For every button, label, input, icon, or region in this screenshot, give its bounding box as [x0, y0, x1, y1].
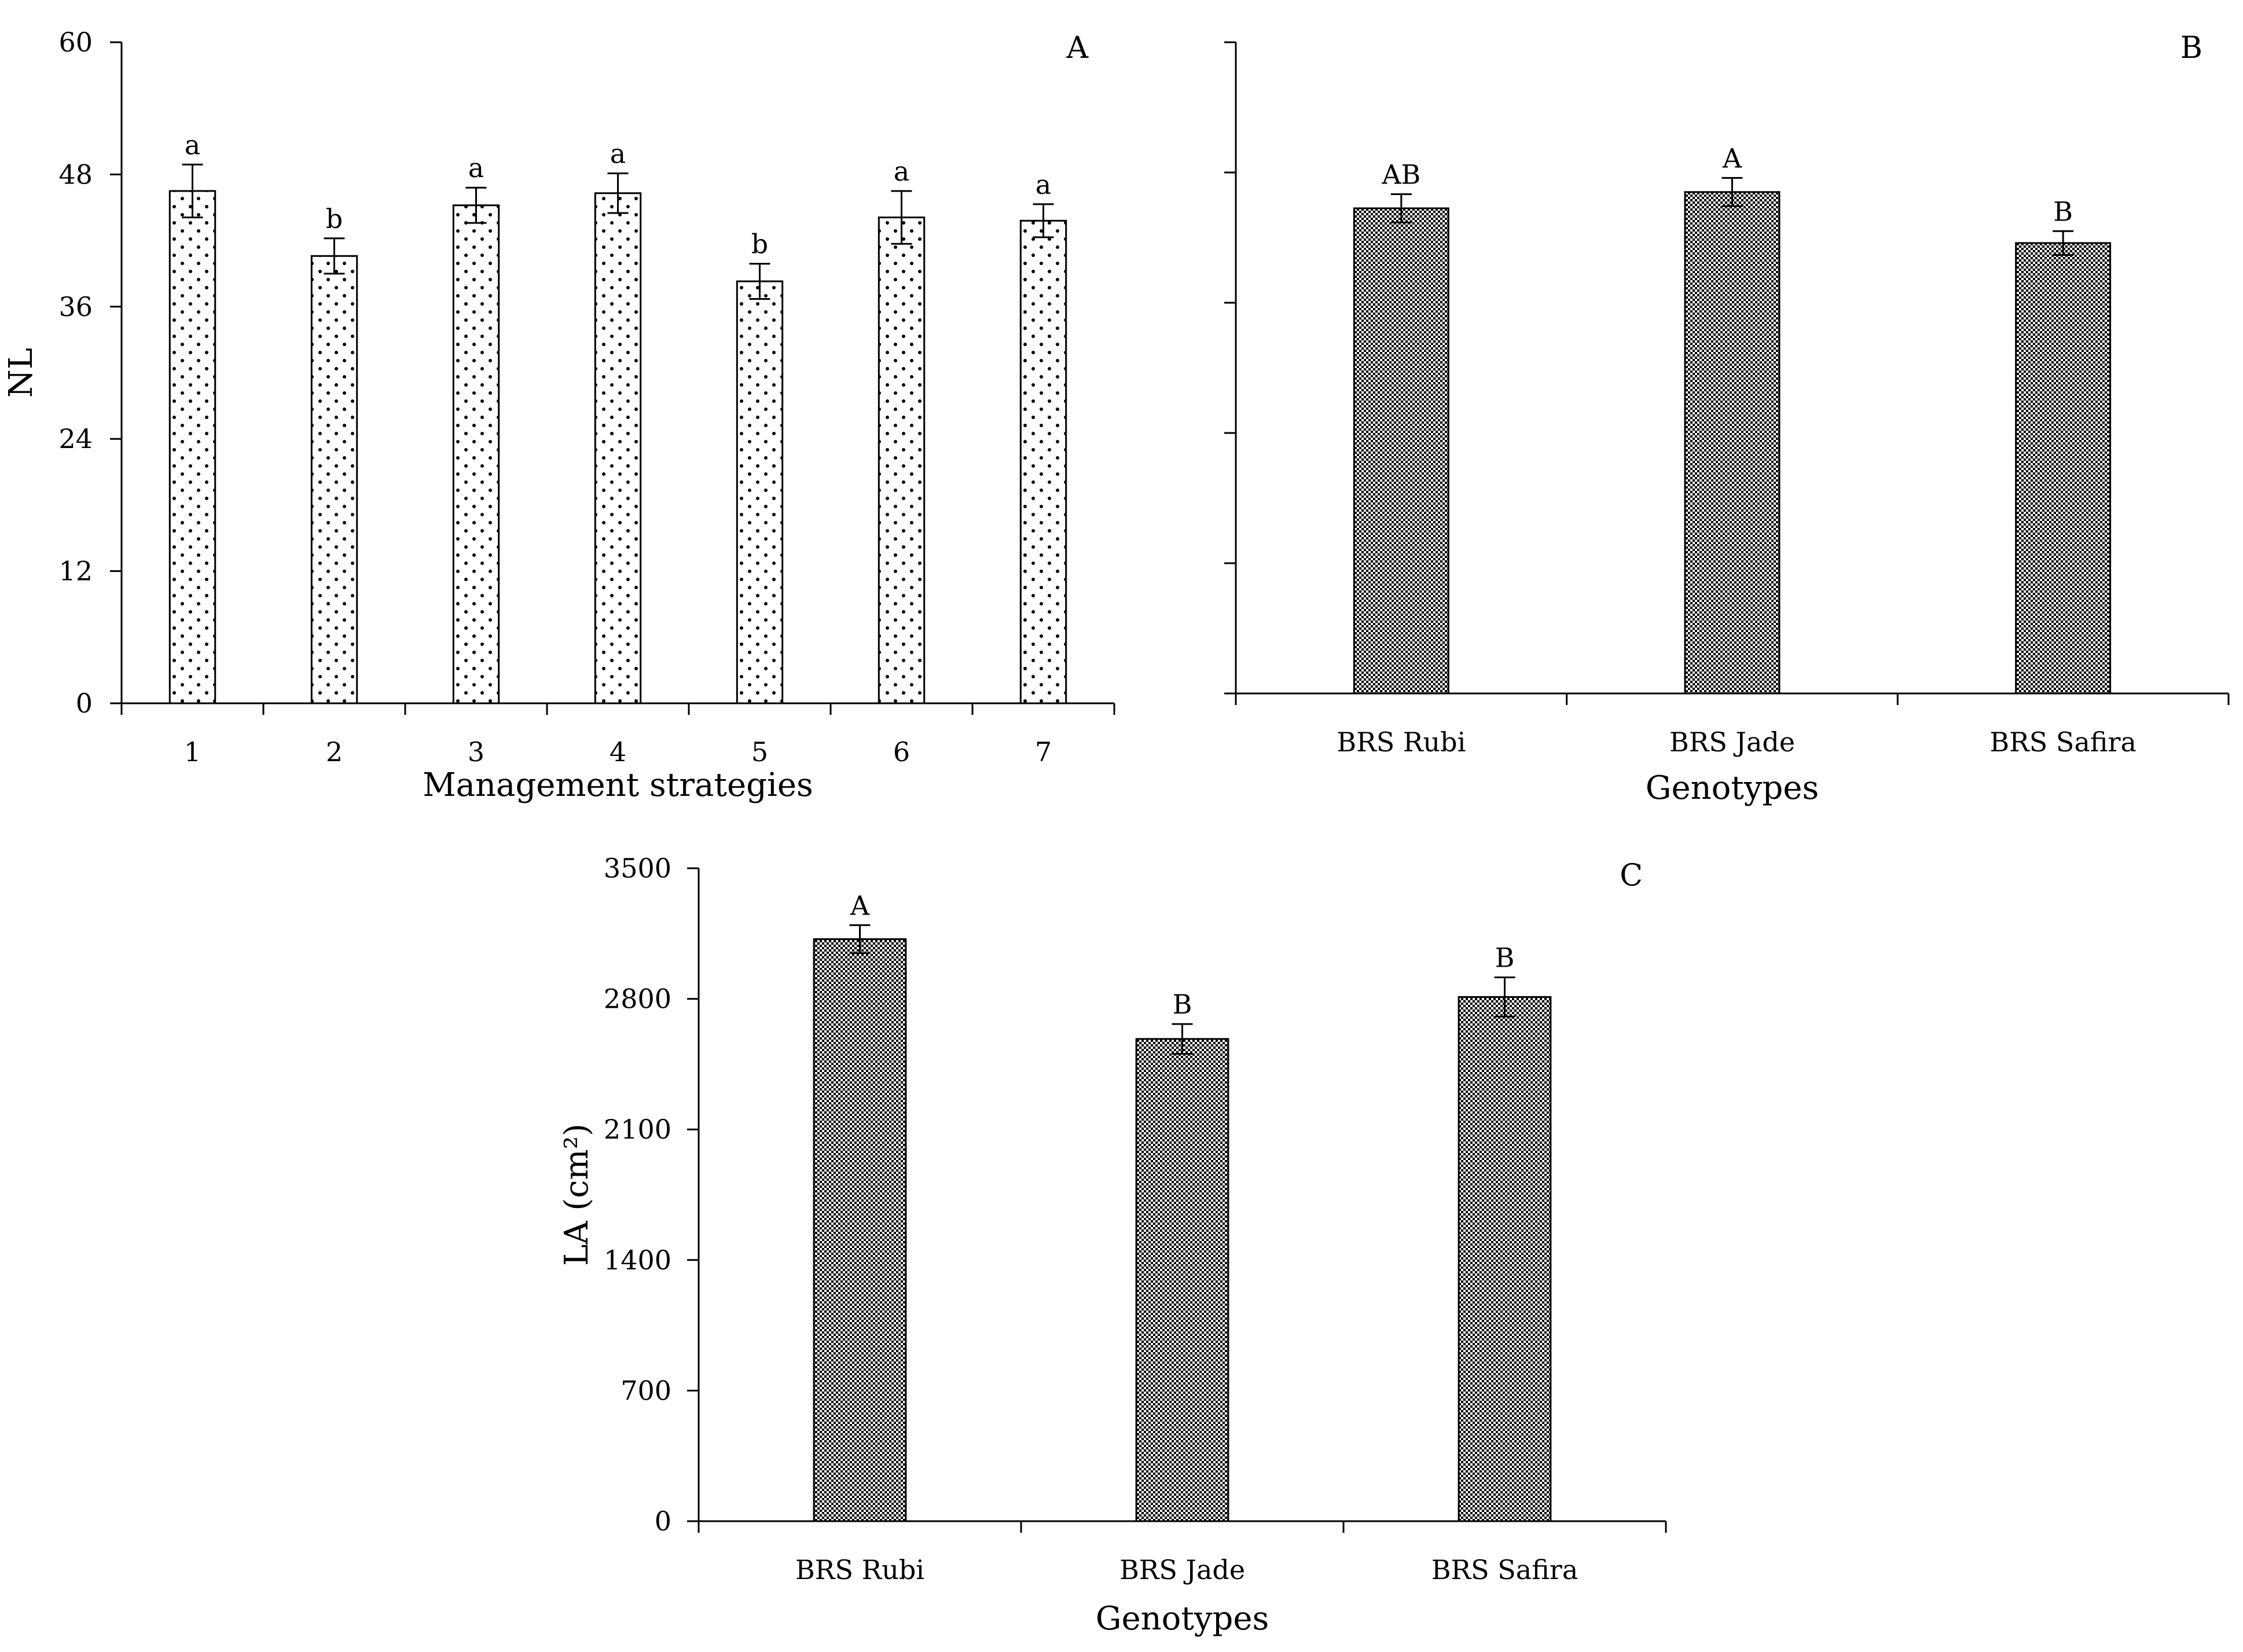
bar-a-6 [878, 216, 926, 704]
y-axis-title-c: LA (cm²) [558, 1124, 596, 1266]
error-bar-b-1 [1390, 193, 1412, 223]
bar-a-7 [1019, 219, 1067, 704]
significance-label-c-1: A [850, 890, 870, 921]
bar-a-4 [594, 192, 642, 704]
x-tick-label-c-3: BRS Safira [1431, 1554, 1578, 1585]
error-bar-a-3 [465, 186, 487, 224]
bar-c-1 [813, 938, 907, 1522]
significance-label-b-3: B [2053, 196, 2073, 227]
significance-label-a-7: a [1036, 169, 1051, 200]
y-tick-label-c-0: 0 [655, 1506, 671, 1537]
x-tick-label-a-2: 2 [326, 736, 343, 768]
y-tick-label-a-4: 48 [58, 159, 93, 190]
chart-panel-c: A BRS Rubi B BRS Jade B BRS Safira 0 700 1400 210… [558, 853, 1667, 1638]
x-tick-label-a-1: 1 [184, 736, 201, 768]
error-bar-a-6 [891, 190, 912, 245]
x-tick-label-b-3: BRS Safira [1989, 726, 2136, 758]
error-bar-a-2 [324, 237, 345, 275]
panel-label-c: C [1620, 858, 1643, 893]
x-tick-label-a-7: 7 [1035, 736, 1052, 768]
x-axis-title-a: Management strategies [423, 766, 813, 804]
bar-a-1 [168, 190, 216, 704]
significance-label-a-1: a [185, 129, 200, 160]
error-bar-a-1 [182, 163, 203, 219]
y-tick-label-c-4: 2800 [604, 983, 671, 1015]
significance-label-a-5: b [751, 229, 768, 260]
y-tick-label-c-5: 3500 [604, 853, 671, 884]
bar-a-5 [736, 280, 784, 704]
y-tick-label-c-3: 2100 [604, 1114, 671, 1145]
y-tick-label-a-1: 12 [58, 556, 93, 587]
error-bar-c-3 [1494, 976, 1515, 1018]
bar-b-1 [1353, 207, 1449, 695]
y-axis-title-a: NL [2, 348, 40, 398]
chart-panel-a: a 1 b 2 a 3 a 4 b 5 a 6 a 7 0 12 24 36 48 60 Management stra… [2, 27, 1115, 804]
significance-label-a-2: b [326, 203, 343, 234]
y-tick-label-a-0: 0 [76, 688, 93, 719]
panel-label-a: A [1066, 31, 1089, 65]
significance-label-a-4: a [610, 138, 626, 169]
error-bar-b-3 [2053, 230, 2074, 256]
significance-label-c-2: B [1173, 989, 1192, 1020]
error-bar-a-4 [607, 172, 629, 214]
x-tick-label-b-2: BRS Jade [1669, 726, 1795, 758]
error-bar-c-2 [1172, 1023, 1193, 1055]
significance-label-b-1: AB [1381, 159, 1420, 190]
x-tick-label-a-6: 6 [893, 736, 910, 768]
error-bar-c-1 [849, 924, 871, 955]
y-tick-label-c-2: 1400 [604, 1244, 671, 1276]
bar-b-2 [1684, 191, 1781, 695]
x-tick-label-c-2: BRS Jade [1119, 1554, 1245, 1585]
bar-c-2 [1135, 1038, 1229, 1522]
error-bar-a-7 [1033, 203, 1054, 238]
x-tick-label-c-1: BRS Rubi [795, 1554, 924, 1585]
bar-b-3 [2015, 242, 2112, 695]
x-axis-title-c: Genotypes [1096, 1600, 1269, 1638]
chart-panel-b: AB BRS Rubi A BRS Jade B BRS Safira Genotypes B [1224, 31, 2230, 807]
bar-a-3 [452, 204, 500, 704]
error-bar-b-2 [1721, 177, 1743, 207]
y-tick-label-a-5: 60 [58, 27, 93, 58]
x-tick-label-a-5: 5 [751, 736, 768, 768]
bar-a-2 [310, 255, 358, 704]
panel-label-b: B [2180, 31, 2202, 65]
y-tick-label-a-2: 24 [58, 423, 93, 454]
x-axis-title-b: Genotypes [1646, 769, 1819, 807]
bar-c-3 [1458, 996, 1552, 1522]
x-tick-label-b-1: BRS Rubi [1337, 726, 1466, 758]
significance-label-a-6: a [894, 156, 909, 187]
significance-label-b-2: A [1722, 142, 1742, 174]
significance-label-a-3: a [468, 152, 484, 183]
x-tick-label-a-3: 3 [468, 736, 484, 768]
y-tick-label-c-1: 700 [621, 1375, 671, 1406]
significance-label-c-3: B [1495, 942, 1515, 974]
y-tick-label-a-3: 36 [58, 291, 93, 322]
error-bar-a-5 [749, 263, 770, 300]
x-tick-label-a-4: 4 [610, 736, 626, 768]
